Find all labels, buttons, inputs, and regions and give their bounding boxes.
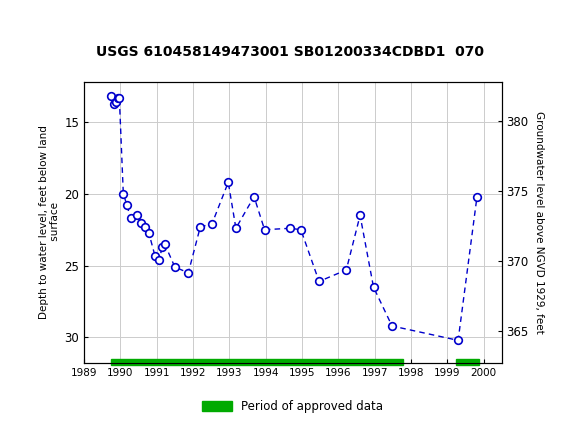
Text: USGS: USGS xyxy=(67,15,118,33)
Y-axis label: Groundwater level above NGVD 1929, feet: Groundwater level above NGVD 1929, feet xyxy=(534,111,545,334)
Bar xyxy=(111,359,403,365)
Legend: Period of approved data: Period of approved data xyxy=(198,396,388,418)
Y-axis label: Depth to water level, feet below land
 surface: Depth to water level, feet below land su… xyxy=(39,126,60,319)
Text: USGS 610458149473001 SB01200334CDBD1  070: USGS 610458149473001 SB01200334CDBD1 070 xyxy=(96,45,484,59)
Bar xyxy=(456,359,479,365)
